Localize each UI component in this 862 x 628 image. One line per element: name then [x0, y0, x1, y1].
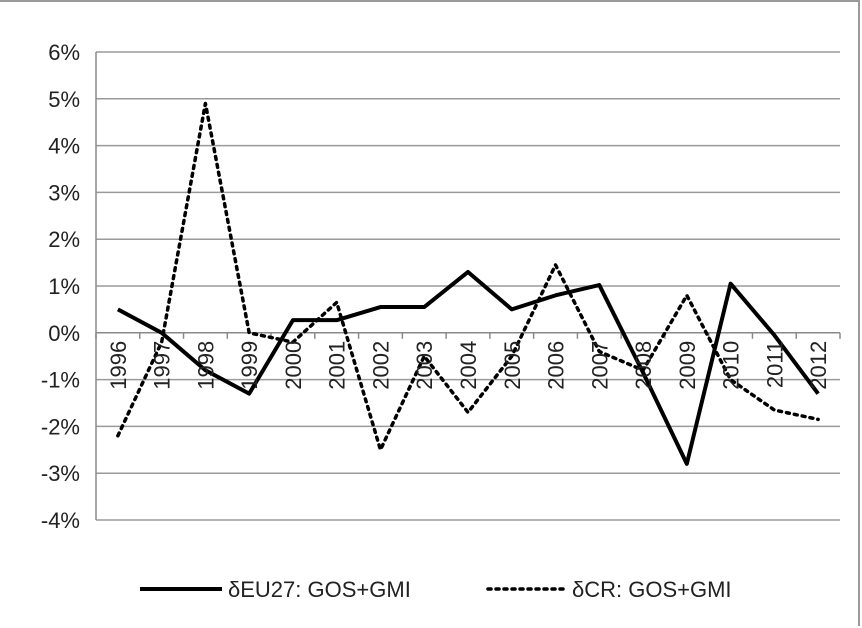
x-tick-label: 1996 — [106, 341, 131, 390]
legend-label-eu27: δEU27: GOS+GMI — [228, 577, 411, 602]
y-tick-label: 2% — [48, 227, 80, 252]
series-lines — [116, 101, 820, 466]
y-tick-label: -3% — [41, 461, 80, 486]
x-tick-label: 2002 — [368, 341, 393, 390]
x-tick-labels: 1996 1997 1998 1999 2000 2001 2002 2003 2004 2005… — [106, 341, 831, 390]
y-tick-label: 3% — [48, 180, 80, 205]
series-line-cr — [116, 101, 820, 452]
y-tick-label: 1% — [48, 274, 80, 299]
x-tick-label: 2003 — [412, 341, 437, 390]
x-tick-label: 2005 — [500, 341, 525, 390]
y-tick-label: 4% — [48, 134, 80, 159]
axes — [95, 52, 841, 520]
y-tick-label: 6% — [48, 40, 80, 65]
x-tick-label: 2004 — [456, 341, 481, 390]
x-tick-label: 2009 — [675, 341, 700, 390]
y-tick-label: 5% — [48, 87, 80, 112]
x-tick-label: 2000 — [281, 341, 306, 390]
x-tick-label: 2010 — [719, 341, 744, 390]
x-tick-label: 2001 — [325, 341, 350, 390]
x-tick-label: 2011 — [762, 341, 787, 388]
x-tick-label: 1998 — [193, 341, 218, 390]
x-tick-label: 2007 — [587, 341, 612, 390]
x-tick-label: 1999 — [237, 341, 262, 390]
x-tick-label: 1997 — [150, 341, 175, 390]
y-tick-label: 0% — [48, 321, 80, 346]
legend: δEU27: GOS+GMI δCR: GOS+GMI — [140, 577, 732, 602]
x-tick-label: 2006 — [544, 341, 569, 390]
legend-label-cr: δCR: GOS+GMI — [572, 577, 732, 602]
y-tick-label: -2% — [41, 414, 80, 439]
x-tick-label: 2008 — [631, 341, 656, 390]
y-tick-label: -4% — [41, 508, 80, 533]
x-tick-label: 2012 — [806, 341, 831, 390]
y-tick-label: -1% — [41, 368, 80, 393]
y-tick-labels: 6% 5% 4% 3% 2% 1% 0% -1% -2% -3% -4% — [41, 40, 80, 533]
